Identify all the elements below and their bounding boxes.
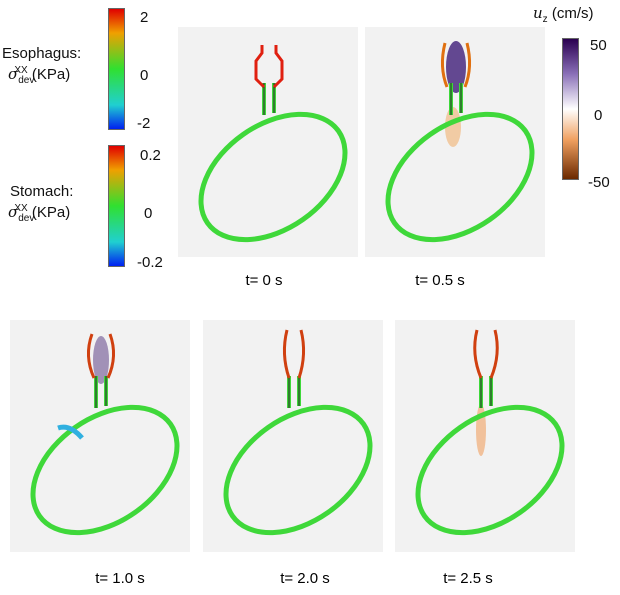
colorbar-tick: -2 <box>137 115 151 132</box>
colorbar <box>108 8 125 130</box>
superscript: XX <box>14 203 28 214</box>
colorbar <box>562 38 579 180</box>
colorbar-label: σdevXX (KPa) <box>8 204 70 224</box>
panel-caption: t= 2.0 s <box>280 570 330 587</box>
subscript: dev <box>18 75 35 86</box>
panel-caption: t= 2.5 s <box>443 570 493 587</box>
panel-caption: t= 0.5 s <box>415 272 465 289</box>
unit: (KPa) <box>31 66 71 83</box>
simulation-panel <box>178 27 358 257</box>
symbol: σ <box>8 203 19 221</box>
symbol: σ <box>8 65 19 83</box>
subscript: dev <box>18 213 35 224</box>
colorbar-label: uz (cm/s) <box>533 6 594 25</box>
colorbar <box>108 145 125 267</box>
colorbar-tick: 0 <box>140 67 149 84</box>
symbol: u <box>533 4 543 22</box>
colorbar-tick: -50 <box>588 174 610 191</box>
simulation-panel <box>203 320 383 552</box>
superscript: XX <box>14 65 28 76</box>
panel-caption: t= 1.0 s <box>95 570 145 587</box>
simulation-panel <box>395 320 575 552</box>
colorbar-tick: 50 <box>590 37 607 54</box>
colorbar-title: Esophagus: <box>2 45 82 62</box>
subscript: z <box>542 14 548 25</box>
simulation-panel <box>365 27 545 257</box>
colorbar-tick: 0.2 <box>140 147 161 164</box>
colorbar-tick: 2 <box>140 9 149 26</box>
unit: (KPa) <box>31 204 71 221</box>
panel-caption: t= 0 s <box>245 272 283 289</box>
colorbar-title: Stomach: <box>10 183 74 200</box>
colorbar-tick: -0.2 <box>137 254 163 271</box>
unit: (cm/s) <box>551 5 594 22</box>
colorbar-label: σdevXX (KPa) <box>8 66 70 86</box>
colorbar-tick: 0 <box>594 107 603 124</box>
simulation-panel <box>10 320 190 552</box>
colorbar-tick: 0 <box>144 205 153 222</box>
